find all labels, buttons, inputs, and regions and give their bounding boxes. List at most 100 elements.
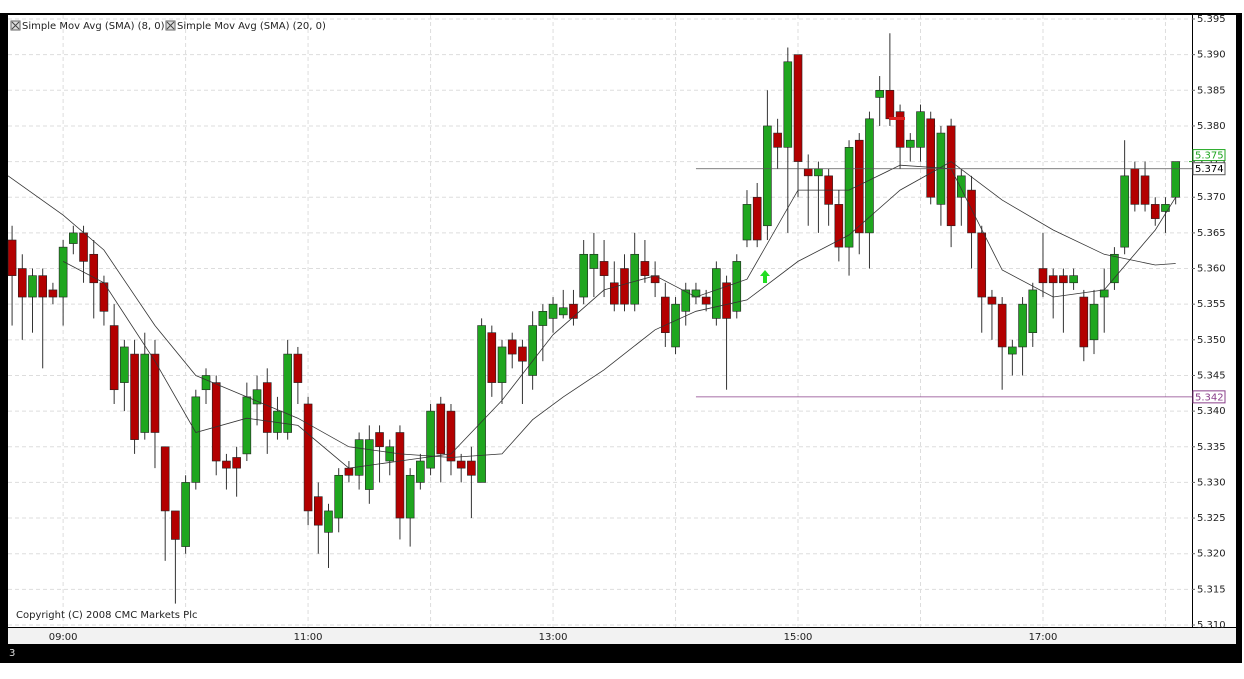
price-box <box>1192 162 1226 176</box>
buy-signal <box>760 270 770 283</box>
candle-body <box>763 125 772 227</box>
candle-body <box>834 204 844 248</box>
sell-signal <box>889 117 905 120</box>
candle-body <box>558 307 568 316</box>
candle-body <box>1110 253 1119 284</box>
candle-body <box>742 204 752 241</box>
candle-body <box>946 125 956 227</box>
copyright: Copyright (C) 2008 CMC Markets Plc <box>16 610 197 621</box>
candle-body <box>579 253 588 298</box>
candle-body <box>773 132 782 148</box>
candle-body <box>160 446 170 512</box>
candle-body <box>957 175 966 198</box>
candle-body <box>569 303 578 319</box>
y-tick-label: 5.370 <box>1197 192 1226 203</box>
candle-body <box>38 275 48 298</box>
x-tick-label: 13:00 <box>539 632 568 643</box>
candle-body <box>640 261 650 276</box>
candle-body <box>538 311 548 326</box>
candle-body <box>1079 296 1089 348</box>
y-tick-label: 5.345 <box>1197 370 1226 381</box>
candle-body <box>548 303 558 319</box>
candle-body <box>69 232 78 244</box>
candle-body <box>385 446 395 462</box>
candle-body <box>507 339 517 355</box>
candle-body <box>1008 346 1017 355</box>
candle-body <box>477 325 486 483</box>
candle-body <box>375 432 384 448</box>
candle-body <box>140 353 150 433</box>
candle-body <box>1059 275 1068 284</box>
candle-body <box>701 296 711 305</box>
candle-body <box>303 403 313 512</box>
candle-body <box>885 89 895 120</box>
price-label: 5.374 <box>1195 164 1224 175</box>
candle-body <box>1171 161 1180 198</box>
candle-body <box>803 168 813 177</box>
y-tick-label: 5.380 <box>1197 121 1226 132</box>
price-label: 5.342 <box>1195 392 1224 403</box>
candle-body <box>426 410 435 469</box>
candle-body <box>681 289 691 312</box>
candle-body <box>987 296 997 305</box>
candle-body <box>283 353 292 433</box>
candle-body <box>354 439 364 476</box>
candle-body <box>1150 204 1160 219</box>
candle-body <box>436 403 446 455</box>
price-box <box>1192 149 1226 162</box>
candle-body <box>1028 289 1038 333</box>
marks <box>7 33 1192 604</box>
candle-body <box>181 482 190 547</box>
candle-body <box>599 261 609 276</box>
plot-area <box>8 15 1192 627</box>
candle-body <box>1120 175 1129 248</box>
candle-body <box>997 303 1007 348</box>
candle-body <box>1130 168 1140 205</box>
candle-body <box>487 332 497 383</box>
y-tick-label: 5.320 <box>1197 549 1226 560</box>
y-tick-label: 5.325 <box>1197 513 1226 524</box>
candle-body <box>630 253 640 305</box>
candle-body <box>446 410 456 462</box>
candle-body <box>150 353 160 433</box>
candle-body <box>814 168 823 177</box>
candle-body <box>293 353 303 383</box>
y-tick-label: 5.335 <box>1197 442 1226 453</box>
candle-body <box>262 382 272 433</box>
candle-body <box>28 275 37 298</box>
candle-body <box>589 253 599 269</box>
candle-body <box>671 303 680 348</box>
candle-body <box>48 289 58 298</box>
candle-body <box>334 474 344 519</box>
footer-label: 3 <box>9 648 15 659</box>
candle-body <box>58 246 68 298</box>
candle-body <box>467 460 476 476</box>
candle-body <box>222 460 231 469</box>
y-tick-label: 5.375 <box>1197 157 1226 168</box>
candle-body <box>1161 204 1170 212</box>
candle-body <box>109 325 119 391</box>
candle-body <box>854 139 864 234</box>
candle-body <box>344 467 354 476</box>
candle-body <box>242 396 252 455</box>
y-tick-label: 5.385 <box>1197 85 1226 96</box>
y-tick-label: 5.395 <box>1197 14 1226 25</box>
x-tick-label: 17:00 <box>1029 632 1058 643</box>
last-price-label: 5.375 <box>1195 151 1224 162</box>
candle-body <box>497 346 507 383</box>
candle-body <box>313 496 323 526</box>
candle-body <box>171 510 180 540</box>
candle-body <box>1038 268 1048 284</box>
y-tick-label: 5.350 <box>1197 335 1226 346</box>
candle-body <box>895 111 905 148</box>
candle-body <box>1048 275 1058 284</box>
candle-body <box>977 232 987 298</box>
candle-body <box>416 460 425 483</box>
candle-body <box>17 268 27 298</box>
candle-body <box>732 261 742 312</box>
candle-body <box>905 139 915 148</box>
candle-body <box>844 147 854 248</box>
candle-body <box>405 474 415 519</box>
x-tick-label: 11:00 <box>294 632 323 643</box>
